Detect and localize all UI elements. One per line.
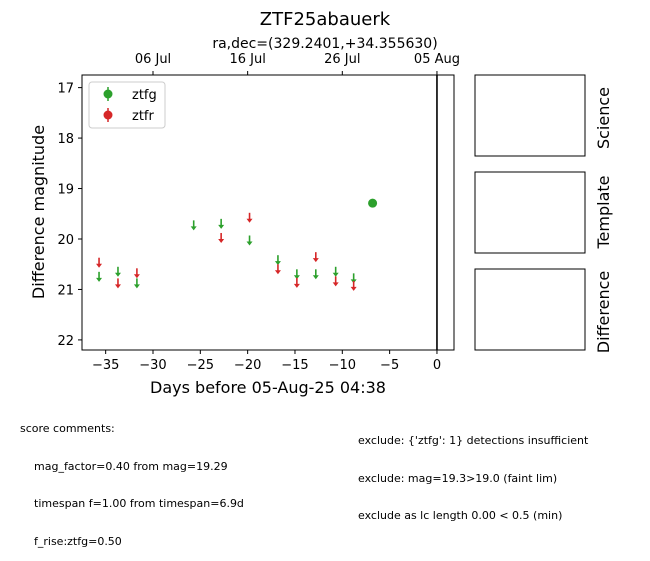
ztfr-upper-limit-head bbox=[246, 218, 253, 223]
ztfr-upper-limit-head bbox=[350, 286, 357, 291]
score-comments-heading: score comments: bbox=[20, 422, 115, 435]
ztfg-upper-limit-head bbox=[190, 226, 197, 231]
plot-marks bbox=[96, 75, 438, 350]
y-tick-label: 19 bbox=[57, 183, 74, 198]
x-tick-label: −5 bbox=[380, 358, 399, 373]
ztfg-legend-marker bbox=[103, 89, 113, 99]
difference-panel bbox=[474, 268, 586, 351]
x-tick-label: −20 bbox=[234, 358, 261, 373]
ztfr-upper-limit-head bbox=[133, 274, 140, 279]
ztfg-upper-limit-head bbox=[218, 224, 225, 229]
ztfr-upper-limit-head bbox=[293, 283, 300, 288]
exclude-comments: exclude: {'ztfg': 1} detections insuffic… bbox=[358, 410, 588, 535]
template-panel-label: Template bbox=[594, 175, 613, 249]
legend: ztfg ztfr bbox=[88, 81, 166, 129]
y-tick-label: 17 bbox=[57, 82, 74, 97]
top-date-axis: 06 Jul 16 Jul 26 Jul 05 Aug bbox=[135, 52, 460, 75]
ztfr-legend-label: ztfr bbox=[132, 109, 154, 124]
ztfg-upper-limit-head bbox=[133, 284, 140, 289]
chart-subtitle: ra,dec=(329.2401,+34.355630) bbox=[212, 36, 437, 52]
ztfg-upper-limit-head bbox=[312, 275, 319, 280]
ztfr-upper-limit-head bbox=[332, 282, 339, 287]
ztfg-upper-limit-head bbox=[114, 272, 121, 277]
score-comment-line: f_rise:ztfg=0.50 bbox=[34, 534, 122, 548]
x-tick-label: −25 bbox=[187, 358, 214, 373]
x-axis: −35 −30 −25 −20 −15 −10 −5 0 bbox=[92, 350, 441, 373]
ztfr-upper-limit-head bbox=[96, 263, 103, 268]
ztfg-upper-limit-head bbox=[274, 261, 281, 266]
top-tick-label: 05 Aug bbox=[414, 52, 460, 67]
ztfg-upper-limit-head bbox=[293, 275, 300, 280]
plot-frame bbox=[81, 74, 455, 351]
ztfg-upper-limit-head bbox=[246, 241, 253, 246]
template-panel bbox=[474, 171, 586, 254]
ztfr-upper-limit-head bbox=[274, 270, 281, 275]
x-tick-label: −30 bbox=[139, 358, 166, 373]
y-axis-label: Difference magnitude bbox=[29, 125, 48, 299]
exclude-comment-line: exclude: mag=19.3>19.0 (faint lim) bbox=[358, 471, 558, 485]
top-tick-label: 06 Jul bbox=[135, 52, 171, 67]
exclude-comment-line: exclude as lc length 0.00 < 0.5 (min) bbox=[358, 509, 563, 522]
ztfr-upper-limit-head bbox=[312, 258, 319, 263]
ztfr-upper-limit-head bbox=[218, 238, 225, 243]
top-tick-label: 26 Jul bbox=[324, 52, 360, 67]
x-axis-label: Days before 05-Aug-25 04:38 bbox=[150, 378, 386, 397]
y-tick-label: 21 bbox=[57, 283, 74, 298]
score-comments: score comments: mag_factor=0.40 from mag… bbox=[20, 398, 244, 561]
x-tick-label: −10 bbox=[329, 358, 356, 373]
x-tick-label: −35 bbox=[92, 358, 119, 373]
chart-title: ZTF25abauerk bbox=[260, 9, 391, 30]
y-tick-label: 18 bbox=[57, 132, 74, 147]
ztfg-upper-limit-head bbox=[332, 272, 339, 277]
ztfg-upper-limit-head bbox=[96, 277, 103, 282]
y-axis: 17 18 19 20 21 22 bbox=[57, 82, 82, 349]
x-tick-label: −15 bbox=[281, 358, 308, 373]
ztfr-upper-limit-head bbox=[114, 284, 121, 289]
x-tick-label: 0 bbox=[433, 358, 441, 373]
y-tick-label: 22 bbox=[57, 334, 74, 349]
exclude-comment-line: exclude: {'ztfg': 1} detections insuffic… bbox=[358, 434, 589, 447]
ztfr-legend-marker bbox=[103, 110, 113, 120]
figure: ZTF25abauerk ra,dec=(329.2401,+34.355630… bbox=[29, 9, 613, 397]
difference-panel-label: Difference bbox=[594, 271, 613, 353]
y-tick-label: 20 bbox=[57, 233, 74, 248]
score-comment-line: mag_factor=0.40 from mag=19.29 bbox=[34, 459, 228, 473]
science-panel-label: Science bbox=[594, 87, 613, 149]
ztfg-detection-point bbox=[368, 198, 378, 208]
ztfg-legend-label: ztfg bbox=[132, 88, 157, 103]
science-panel bbox=[474, 74, 586, 157]
top-tick-label: 16 Jul bbox=[229, 52, 265, 67]
